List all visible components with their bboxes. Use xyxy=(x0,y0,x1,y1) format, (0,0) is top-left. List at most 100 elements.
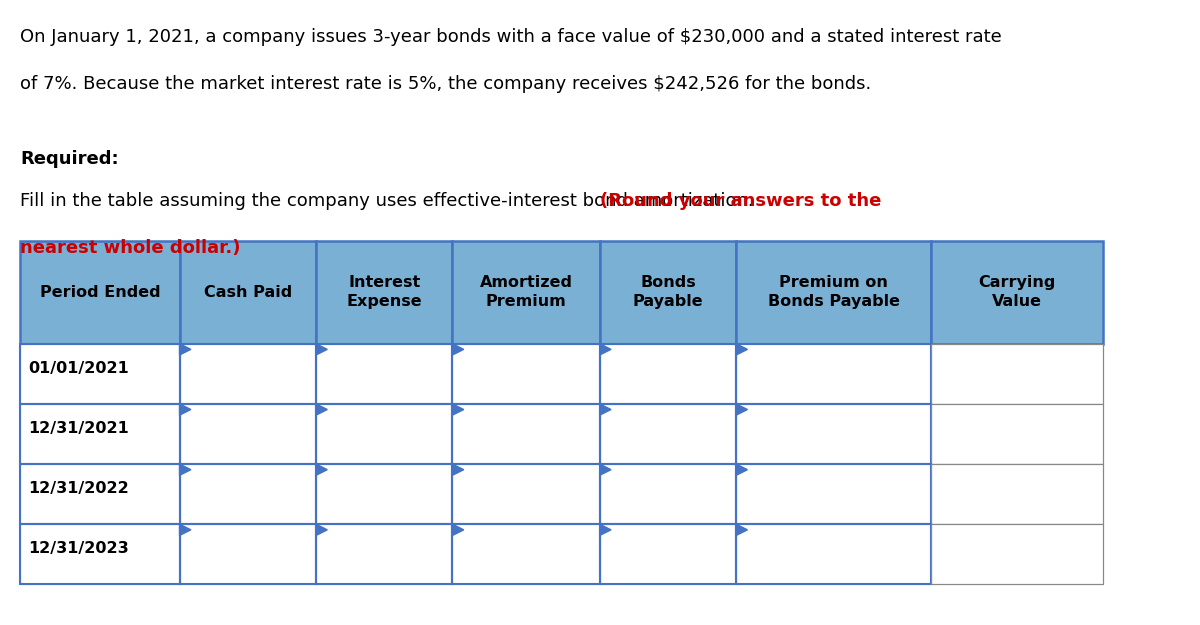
Bar xyxy=(316,404,452,464)
Bar xyxy=(931,344,1103,404)
Bar xyxy=(316,404,452,464)
Bar xyxy=(600,404,736,464)
Bar xyxy=(316,344,452,404)
Bar xyxy=(20,344,180,404)
Bar xyxy=(600,344,736,404)
Bar xyxy=(600,464,736,524)
Bar xyxy=(180,344,316,404)
Bar xyxy=(316,464,452,524)
Bar xyxy=(600,241,736,344)
Text: Bonds
Payable: Bonds Payable xyxy=(632,276,703,309)
Polygon shape xyxy=(452,344,463,355)
Polygon shape xyxy=(180,344,191,355)
Text: Fill in the table assuming the company uses effective-interest bond amortization: Fill in the table assuming the company u… xyxy=(20,192,760,210)
Polygon shape xyxy=(452,464,463,476)
Bar xyxy=(736,344,931,404)
Polygon shape xyxy=(736,404,748,415)
Bar xyxy=(20,241,180,344)
Polygon shape xyxy=(180,404,191,415)
Bar xyxy=(736,524,931,584)
Bar xyxy=(452,464,600,524)
Bar xyxy=(20,404,180,464)
Bar xyxy=(736,241,931,344)
Bar xyxy=(736,464,931,524)
Bar xyxy=(931,404,1103,464)
Bar xyxy=(180,344,316,404)
Bar xyxy=(931,464,1103,524)
Text: Interest
Expense: Interest Expense xyxy=(347,276,422,309)
Bar xyxy=(600,344,736,404)
Bar xyxy=(452,524,600,584)
Bar xyxy=(931,404,1103,464)
Bar xyxy=(316,241,452,344)
Text: 01/01/2021: 01/01/2021 xyxy=(29,361,130,376)
Polygon shape xyxy=(736,344,748,355)
Bar xyxy=(180,404,316,464)
Bar xyxy=(180,241,316,344)
Bar xyxy=(600,524,736,584)
Bar xyxy=(180,524,316,584)
Bar xyxy=(452,404,600,464)
Bar xyxy=(20,464,180,524)
Bar xyxy=(452,344,600,404)
Bar xyxy=(736,404,931,464)
Bar xyxy=(736,344,931,404)
Text: (Round your answers to the: (Round your answers to the xyxy=(600,192,882,210)
Bar xyxy=(452,241,600,344)
Text: Premium on
Bonds Payable: Premium on Bonds Payable xyxy=(768,276,900,309)
Text: nearest whole dollar.): nearest whole dollar.) xyxy=(20,239,241,257)
Polygon shape xyxy=(316,344,328,355)
Polygon shape xyxy=(180,464,191,476)
Text: 12/31/2022: 12/31/2022 xyxy=(29,481,130,496)
Bar xyxy=(20,344,180,404)
Bar xyxy=(931,464,1103,524)
Text: Amortized
Premium: Amortized Premium xyxy=(480,276,572,309)
Polygon shape xyxy=(316,404,328,415)
Bar xyxy=(600,464,736,524)
Text: Carrying
Value: Carrying Value xyxy=(978,276,1056,309)
Bar xyxy=(180,464,316,524)
Bar xyxy=(736,404,931,464)
Bar xyxy=(600,524,736,584)
Text: 12/31/2023: 12/31/2023 xyxy=(29,541,130,556)
Bar xyxy=(931,344,1103,404)
Bar xyxy=(600,404,736,464)
Bar xyxy=(20,524,180,584)
Bar xyxy=(180,464,316,524)
Text: Required:: Required: xyxy=(20,150,119,168)
Text: 12/31/2021: 12/31/2021 xyxy=(29,421,130,436)
Polygon shape xyxy=(600,524,611,536)
Bar xyxy=(316,524,452,584)
Bar xyxy=(736,524,931,584)
Polygon shape xyxy=(736,524,748,536)
Bar xyxy=(316,464,452,524)
Bar xyxy=(931,524,1103,584)
Bar xyxy=(931,524,1103,584)
Bar xyxy=(736,464,931,524)
Polygon shape xyxy=(600,344,611,355)
Polygon shape xyxy=(736,464,748,476)
Text: On January 1, 2021, a company issues 3-year bonds with a face value of $230,000 : On January 1, 2021, a company issues 3-y… xyxy=(20,28,1002,46)
Bar xyxy=(20,524,180,584)
Polygon shape xyxy=(452,524,463,536)
Polygon shape xyxy=(180,524,191,536)
Polygon shape xyxy=(316,524,328,536)
Polygon shape xyxy=(600,464,611,476)
Bar xyxy=(20,464,180,524)
Bar xyxy=(452,464,600,524)
Bar xyxy=(180,404,316,464)
Bar xyxy=(180,524,316,584)
Polygon shape xyxy=(316,464,328,476)
Text: of 7%. Because the market interest rate is 5%, the company receives $242,526 for: of 7%. Because the market interest rate … xyxy=(20,75,871,93)
Polygon shape xyxy=(452,404,463,415)
Bar xyxy=(452,404,600,464)
Text: Period Ended: Period Ended xyxy=(40,285,161,299)
Polygon shape xyxy=(600,404,611,415)
Bar xyxy=(931,241,1103,344)
Bar xyxy=(452,344,600,404)
Bar xyxy=(452,524,600,584)
Bar xyxy=(316,524,452,584)
Text: Cash Paid: Cash Paid xyxy=(204,285,292,299)
Bar xyxy=(316,344,452,404)
Bar xyxy=(20,404,180,464)
